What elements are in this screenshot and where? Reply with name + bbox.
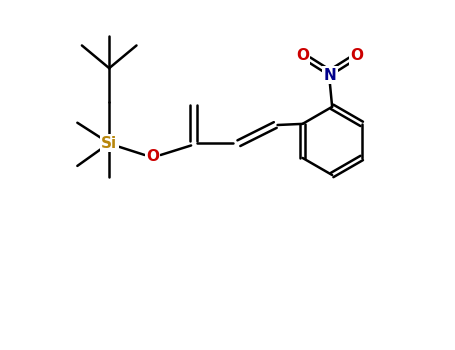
- Text: O: O: [296, 48, 309, 63]
- Text: O: O: [146, 149, 159, 164]
- Text: O: O: [351, 48, 364, 63]
- Text: N: N: [324, 68, 336, 83]
- Text: Si: Si: [101, 136, 117, 151]
